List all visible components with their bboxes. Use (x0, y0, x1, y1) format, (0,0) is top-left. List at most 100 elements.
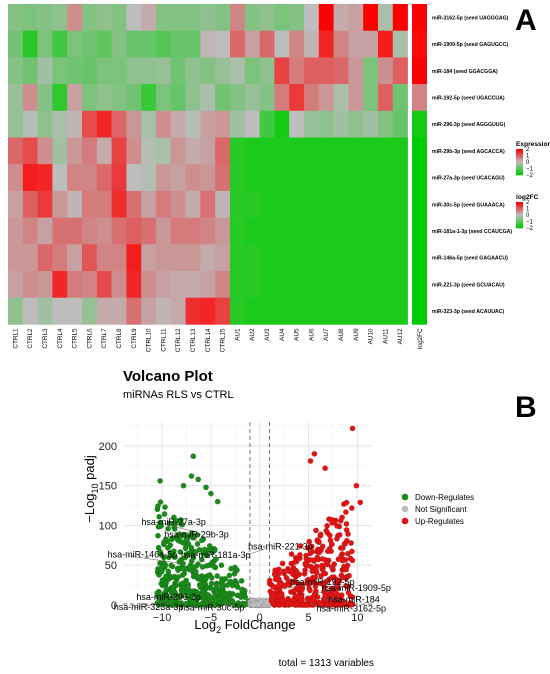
data-point (201, 579, 208, 586)
data-point (324, 548, 331, 555)
legend-color-step (516, 162, 523, 164)
heatmap-cell (37, 217, 53, 245)
heatmap-cell (274, 297, 290, 325)
heatmap-cell (348, 164, 364, 192)
heatmap-cell (22, 137, 38, 165)
heatmap-cell (259, 57, 275, 85)
point-label: hsa-miR-323a-3p (114, 602, 184, 612)
data-point (155, 503, 161, 510)
heatmap-cell (156, 271, 172, 298)
data-point (341, 501, 347, 507)
heatmap-cell (230, 57, 246, 85)
heatmap-cell (318, 110, 334, 138)
heatmap-cell (170, 217, 186, 245)
data-point (319, 602, 325, 608)
heatmap-cell (318, 30, 334, 58)
heatmap-cell (185, 297, 201, 325)
heatmap-cell (259, 110, 275, 138)
heatmap-cell (378, 217, 394, 245)
heatmap-cell (363, 57, 379, 85)
heatmap-cell (52, 110, 68, 138)
heatmap-cell (274, 57, 290, 85)
heatmap-cell (156, 137, 172, 165)
point-label: hsa-miR-1909-5p (321, 583, 391, 593)
point-label: hsa-miR-221-3p (248, 542, 313, 552)
heatmap-cell (156, 164, 172, 192)
heatmap-cell (392, 217, 408, 245)
heatmap-cell (67, 57, 83, 85)
heatmap-cell (333, 84, 349, 112)
heatmap-cell (185, 84, 201, 112)
data-point (200, 550, 207, 557)
data-point (192, 568, 199, 575)
heatmap-row-label: miR-181a-1-3p (seed CCAUCGA) (432, 229, 512, 235)
legend-color-step (516, 207, 523, 209)
heatmap-cell (126, 137, 142, 165)
heatmap-cell (170, 4, 186, 31)
data-point (313, 567, 319, 573)
heatmap-cell (230, 30, 246, 58)
heatmap-cell (185, 137, 201, 165)
heatmap-cell (333, 244, 349, 272)
data-point (157, 478, 163, 484)
legend-color-step (516, 224, 523, 226)
data-point (263, 599, 270, 606)
heatmap-column-label: AU6 (308, 328, 315, 341)
data-point (293, 593, 299, 600)
heatmap-column-label: log2FC (417, 328, 424, 349)
data-point (172, 554, 178, 560)
data-point (233, 581, 240, 588)
heatmap-column-label: AU12 (397, 328, 404, 344)
data-point (348, 505, 355, 511)
heatmap-column-label: AU2 (249, 328, 256, 341)
heatmap-cell (22, 190, 38, 218)
data-point (301, 571, 308, 577)
heatmap-cell (185, 30, 201, 58)
heatmap-column-label: AU10 (368, 328, 375, 344)
heatmap-cell (392, 244, 408, 272)
data-point (161, 539, 167, 546)
data-point (307, 557, 314, 563)
heatmap-cell (392, 164, 408, 192)
data-point (206, 543, 213, 549)
heatmap-cell (8, 190, 24, 218)
data-point (208, 580, 215, 587)
heatmap-column-label: CTRL15 (220, 328, 227, 352)
legend-color-step (516, 163, 523, 165)
data-point (318, 562, 325, 569)
data-point (157, 548, 163, 555)
heatmap-cell (259, 84, 275, 112)
heatmap-cell (392, 190, 408, 218)
legend-tick-label: −2 (526, 173, 534, 179)
heatmap-cell (378, 271, 394, 298)
heatmap-cell (200, 137, 216, 165)
heatmap-cell (244, 244, 260, 272)
data-point (337, 517, 344, 524)
heatmap-cell (215, 84, 231, 112)
heatmap-cell (333, 217, 349, 245)
heatmap-row-labels: miR-3162-5p (seed UAGGGAG) miR-1909-5p (s… (432, 15, 512, 315)
data-point (334, 576, 341, 583)
heatmap-cell (304, 271, 320, 298)
legend-color-step (516, 222, 523, 225)
data-point (322, 465, 328, 472)
legend-color-step (516, 202, 523, 204)
data-point (197, 593, 204, 599)
legend-color-step (516, 168, 523, 171)
heatmap-column-label: CTRL5 (72, 328, 79, 349)
heatmap-cell (200, 164, 216, 192)
heatmap-cell (378, 30, 394, 58)
heatmap-cell (392, 110, 408, 138)
heatmap-cell (274, 84, 290, 112)
heatmap-cell (52, 137, 68, 165)
heatmap-cell (185, 190, 201, 218)
heatmap-cell (37, 271, 53, 298)
heatmap-cell (363, 110, 379, 138)
heatmap-cell (200, 57, 216, 85)
heatmap-row-label: miR-323-3p (seed ACAUUAC) (432, 309, 504, 315)
heatmap-row-label: miR-296-3p (seed AGGGUUG) (432, 122, 506, 128)
data-point (231, 571, 238, 577)
data-point (328, 564, 335, 570)
heatmap-cell (37, 30, 53, 58)
